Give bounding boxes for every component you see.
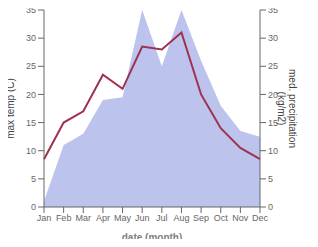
svg-text:35: 35	[268, 8, 278, 15]
svg-text:20: 20	[26, 90, 36, 100]
svg-text:Aug: Aug	[173, 213, 189, 223]
svg-text:Oct: Oct	[214, 213, 229, 223]
svg-text:10: 10	[26, 146, 36, 156]
svg-text:5: 5	[31, 174, 36, 184]
svg-text:10: 10	[268, 146, 278, 156]
svg-text:30: 30	[26, 33, 36, 43]
svg-text:max temp (C): max temp (C)	[8, 78, 16, 139]
svg-text:med. precipitation(kg/m2): med. precipitation(kg/m2)	[277, 69, 299, 148]
svg-text:Dec: Dec	[252, 213, 269, 223]
svg-text:date (month): date (month)	[122, 232, 183, 239]
svg-text:0: 0	[31, 202, 36, 212]
svg-text:20: 20	[268, 90, 278, 100]
svg-text:Nov: Nov	[232, 213, 249, 223]
svg-text:Jul: Jul	[156, 213, 168, 223]
svg-text:15: 15	[268, 118, 278, 128]
svg-text:5: 5	[268, 174, 273, 184]
svg-text:Jan: Jan	[37, 213, 52, 223]
svg-text:15: 15	[26, 118, 36, 128]
svg-text:Sep: Sep	[193, 213, 209, 223]
svg-text:25: 25	[268, 61, 278, 71]
svg-text:25: 25	[26, 61, 36, 71]
svg-text:35: 35	[26, 8, 36, 15]
svg-text:Mar: Mar	[76, 213, 92, 223]
svg-text:Apr: Apr	[96, 213, 110, 223]
svg-text:May: May	[114, 213, 132, 223]
svg-text:0: 0	[268, 202, 273, 212]
svg-text:30: 30	[268, 33, 278, 43]
svg-text:Feb: Feb	[56, 213, 72, 223]
svg-text:Jun: Jun	[135, 213, 150, 223]
